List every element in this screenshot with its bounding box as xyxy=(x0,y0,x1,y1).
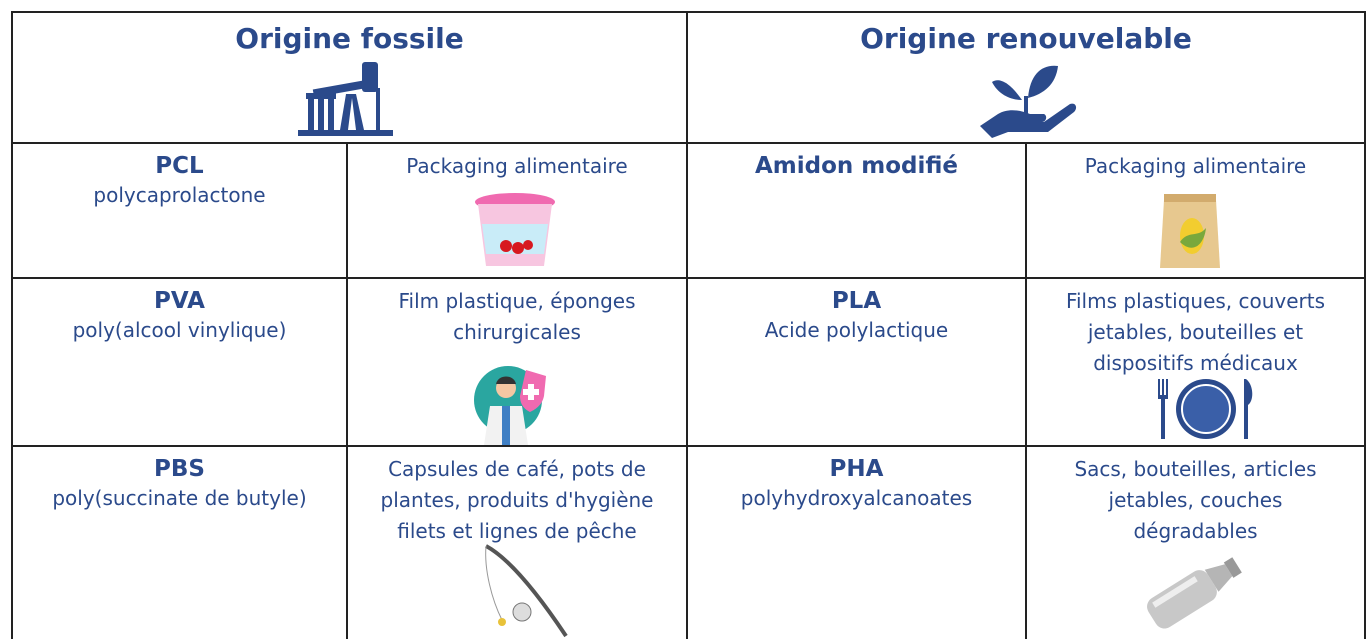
oil-pump-icon xyxy=(298,62,393,136)
table-cell: Packaging alimentaire xyxy=(1026,151,1365,182)
polymer-full-name: polyhydroxyalcanoates xyxy=(740,486,973,510)
polymer-name: PBS xyxy=(154,456,205,482)
table-cell: Films plastiques, couverts jetables, bout… xyxy=(1026,286,1365,379)
plant-hand-icon xyxy=(980,65,1077,138)
doctor-icon xyxy=(474,366,546,445)
bag-icon xyxy=(1160,194,1220,268)
header-title: Origine renouvelable xyxy=(860,22,1192,55)
border xyxy=(1364,11,1366,639)
polymer-full-name: Acide polylactique xyxy=(764,318,949,342)
application-text: jetables, bouteilles et xyxy=(1087,320,1304,344)
application-text: jetables, couches xyxy=(1108,488,1283,512)
table-cell: Film plastique, éponges chirurgicales xyxy=(347,286,687,348)
table-cell: PLA Acide polylactique xyxy=(687,286,1026,344)
plate-icon xyxy=(1158,379,1253,439)
header-title: Origine fossile xyxy=(235,22,464,55)
table-cell: Capsules de café, pots de plantes, produi… xyxy=(347,454,687,547)
polymer-name: Amidon modifié xyxy=(754,153,959,179)
border xyxy=(346,142,348,639)
polymer-full-name: polycaprolactone xyxy=(93,183,266,207)
yogurt-icon xyxy=(475,193,555,266)
table-cell: PHA polyhydroxyalcanoates xyxy=(687,454,1026,512)
border xyxy=(11,11,13,639)
border xyxy=(12,445,1366,447)
application-text: Films plastiques, couverts xyxy=(1065,289,1326,313)
border xyxy=(12,142,1366,144)
border xyxy=(1025,142,1027,639)
table-cell: Amidon modifié xyxy=(687,151,1026,181)
polymer-name: PVA xyxy=(154,288,205,314)
application-text: Packaging alimentaire xyxy=(406,154,628,178)
polymer-full-name: poly(succinate de butyle) xyxy=(52,486,307,510)
border xyxy=(12,11,1366,13)
application-text: Sacs, bouteilles, articles xyxy=(1074,457,1317,481)
polymer-name: PLA xyxy=(831,288,882,314)
application-text: Packaging alimentaire xyxy=(1084,154,1307,178)
table-cell: Packaging alimentaire xyxy=(347,151,687,182)
polymer-name: PHA xyxy=(829,456,884,482)
application-text: chirurgicales xyxy=(453,320,581,344)
application-text: Capsules de café, pots de xyxy=(388,457,646,481)
application-text: plantes, produits d'hygiène xyxy=(380,488,654,512)
table-cell: PVA poly(alcool vinylique) xyxy=(12,286,347,344)
application-text: filets et lignes de pêche xyxy=(397,519,637,543)
fishing-rod-icon xyxy=(485,544,568,638)
polymer-name: PCL xyxy=(155,153,204,179)
polymer-full-name: poly(alcool vinylique) xyxy=(72,318,287,342)
table-cell: PCL polycaprolactone xyxy=(12,151,347,209)
table-cell: Sacs, bouteilles, articles jetables, couc… xyxy=(1026,454,1365,547)
border xyxy=(12,277,1366,279)
application-text: Film plastique, éponges xyxy=(398,289,636,313)
bottle-icon xyxy=(1147,557,1242,629)
application-text: dégradables xyxy=(1133,519,1258,543)
table-cell: PBS poly(succinate de butyle) xyxy=(12,454,347,512)
application-text: dispositifs médicaux xyxy=(1093,351,1298,375)
border xyxy=(686,11,688,639)
